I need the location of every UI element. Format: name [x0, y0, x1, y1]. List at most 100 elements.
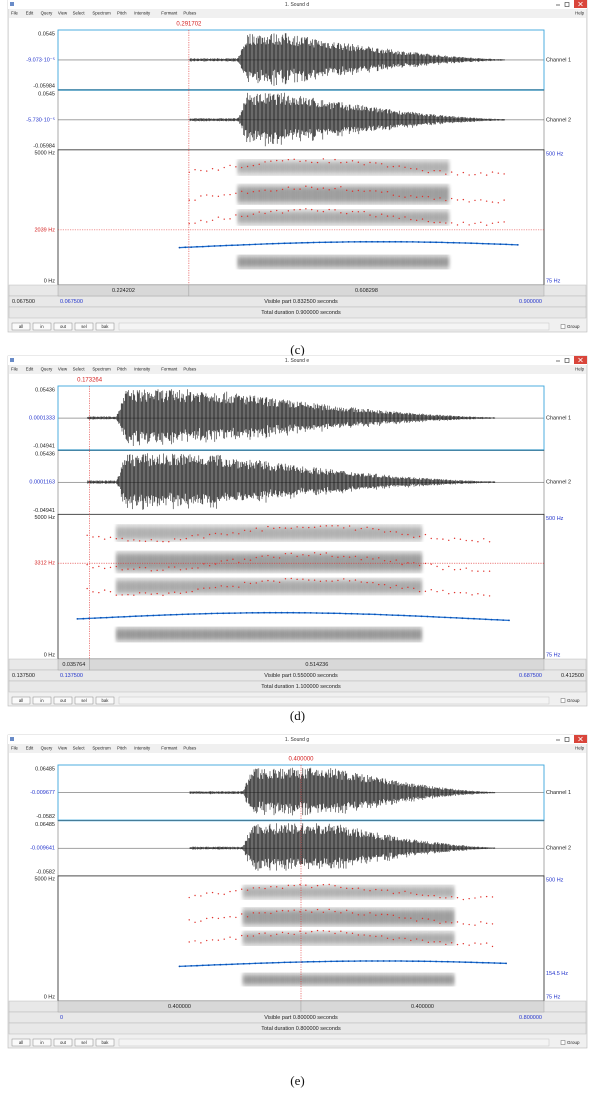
visible-part[interactable]: Visible part 0.550000 seconds: [264, 673, 338, 679]
menu-item[interactable]: File: [11, 367, 19, 372]
menu-item[interactable]: View: [58, 367, 68, 372]
segment-right[interactable]: [300, 1000, 545, 1013]
zoom-button-label[interactable]: bak: [102, 1040, 110, 1045]
zoom-button-label[interactable]: out: [60, 698, 67, 703]
zoom-button[interactable]: [74, 322, 94, 331]
group-checkbox[interactable]: [560, 1040, 566, 1045]
total-duration[interactable]: Total duration 0.800000 seconds: [261, 1026, 341, 1032]
zoom-button[interactable]: [53, 696, 73, 705]
zoom-button-label[interactable]: all: [19, 324, 23, 329]
group-label[interactable]: Group: [567, 698, 580, 703]
menu-help[interactable]: Help: [575, 367, 584, 372]
menu-help[interactable]: Help: [575, 746, 584, 751]
menu-item[interactable]: Edit: [26, 367, 34, 372]
menu-item[interactable]: Select: [73, 367, 86, 372]
zoom-button-label[interactable]: sel: [81, 324, 87, 329]
formant-band: [242, 909, 455, 926]
group-label[interactable]: Group: [567, 1040, 580, 1045]
zoom-button[interactable]: [11, 696, 31, 705]
formant-dot: [334, 910, 336, 913]
scrollbar[interactable]: [118, 322, 550, 331]
menu-item[interactable]: File: [11, 11, 19, 16]
menu-item[interactable]: Spectrum: [92, 746, 111, 751]
maximize-button[interactable]: [564, 737, 570, 742]
zoom-button[interactable]: [11, 322, 31, 331]
segment-right[interactable]: [188, 284, 545, 297]
zoom-button-label[interactable]: in: [40, 1040, 44, 1045]
zoom-button[interactable]: [53, 322, 73, 331]
menu-item[interactable]: Pulses: [183, 367, 196, 372]
menu-item[interactable]: Pulses: [183, 11, 196, 16]
zoom-button[interactable]: [74, 696, 94, 705]
menu-item[interactable]: Formant: [161, 11, 178, 16]
scrollbar[interactable]: [118, 696, 550, 705]
menu-item[interactable]: Select: [73, 11, 86, 16]
menu-item[interactable]: View: [58, 746, 68, 751]
menu-item[interactable]: View: [58, 11, 68, 16]
menu-item[interactable]: Select: [73, 746, 86, 751]
maximize-button[interactable]: [564, 2, 570, 7]
total-duration[interactable]: Total duration 1.100000 seconds: [261, 684, 341, 690]
group-label[interactable]: Group: [567, 324, 580, 329]
zoom-button-label[interactable]: in: [40, 324, 44, 329]
time-row: [8, 306, 587, 319]
menu-item[interactable]: Edit: [26, 11, 34, 16]
formant-dot: [334, 932, 336, 935]
visible-part[interactable]: Visible part 0.832500 seconds: [264, 299, 338, 305]
zoom-button-label[interactable]: bak: [102, 698, 110, 703]
total-duration[interactable]: Total duration 0.900000 seconds: [261, 310, 341, 316]
pitch-point: [423, 960, 426, 963]
pitch-point: [134, 615, 137, 618]
maximize-button[interactable]: [564, 358, 570, 363]
zoom-button-label[interactable]: sel: [81, 698, 87, 703]
visible-part[interactable]: Visible part 0.800000 seconds: [264, 1015, 338, 1021]
menu-item[interactable]: Pitch: [117, 367, 127, 372]
menu-item[interactable]: Formant: [161, 746, 178, 751]
formant-dot: [404, 196, 406, 198]
zoom-button-label[interactable]: in: [40, 698, 44, 703]
menu-item[interactable]: Intensity: [134, 11, 151, 16]
menu-help[interactable]: Help: [575, 11, 584, 16]
menu-item[interactable]: Query: [41, 746, 54, 751]
formant-dot: [200, 920, 202, 922]
menu-item[interactable]: Spectrum: [92, 367, 111, 372]
menu-item[interactable]: File: [11, 746, 19, 751]
formant-dot: [287, 910, 290, 912]
menu-item[interactable]: Intensity: [134, 746, 151, 751]
zoom-button[interactable]: [32, 1038, 52, 1047]
formant-dot: [281, 931, 284, 934]
zoom-button-label[interactable]: sel: [81, 1040, 87, 1045]
menu-item[interactable]: Edit: [26, 746, 34, 751]
menu-item[interactable]: Pitch: [117, 746, 127, 751]
menu-item[interactable]: Spectrum: [92, 11, 111, 16]
group-checkbox[interactable]: [560, 698, 566, 703]
segment-right[interactable]: [89, 658, 545, 671]
pitch-point: [493, 962, 496, 964]
zoom-button-label[interactable]: out: [60, 324, 67, 329]
formant-dot: [340, 930, 342, 932]
formant-dot: [430, 589, 432, 591]
zoom-button[interactable]: [95, 322, 115, 331]
zoom-button-label[interactable]: all: [19, 698, 23, 703]
zoom-button[interactable]: [74, 1038, 94, 1047]
scrollbar[interactable]: [118, 1038, 550, 1047]
zoom-button[interactable]: [32, 322, 52, 331]
zoom-button[interactable]: [95, 1038, 115, 1047]
zoom-button[interactable]: [32, 696, 52, 705]
zoom-button[interactable]: [95, 696, 115, 705]
menu-item[interactable]: Pulses: [183, 746, 196, 751]
menu-item[interactable]: Query: [41, 11, 54, 16]
formant-dot: [267, 554, 269, 557]
menu-item[interactable]: Query: [41, 367, 54, 372]
zoom-button-label[interactable]: bak: [102, 324, 110, 329]
group-checkbox[interactable]: [560, 324, 566, 329]
zoom-button[interactable]: [53, 1038, 73, 1047]
zoom-button[interactable]: [11, 1038, 31, 1047]
menu-item[interactable]: Pitch: [117, 11, 127, 16]
zoom-button-label[interactable]: all: [19, 1040, 23, 1045]
formant-dot: [480, 199, 482, 201]
pitch-point: [478, 618, 481, 620]
menu-item[interactable]: Formant: [161, 367, 178, 372]
menu-item[interactable]: Intensity: [134, 367, 151, 372]
zoom-button-label[interactable]: out: [60, 1040, 67, 1045]
